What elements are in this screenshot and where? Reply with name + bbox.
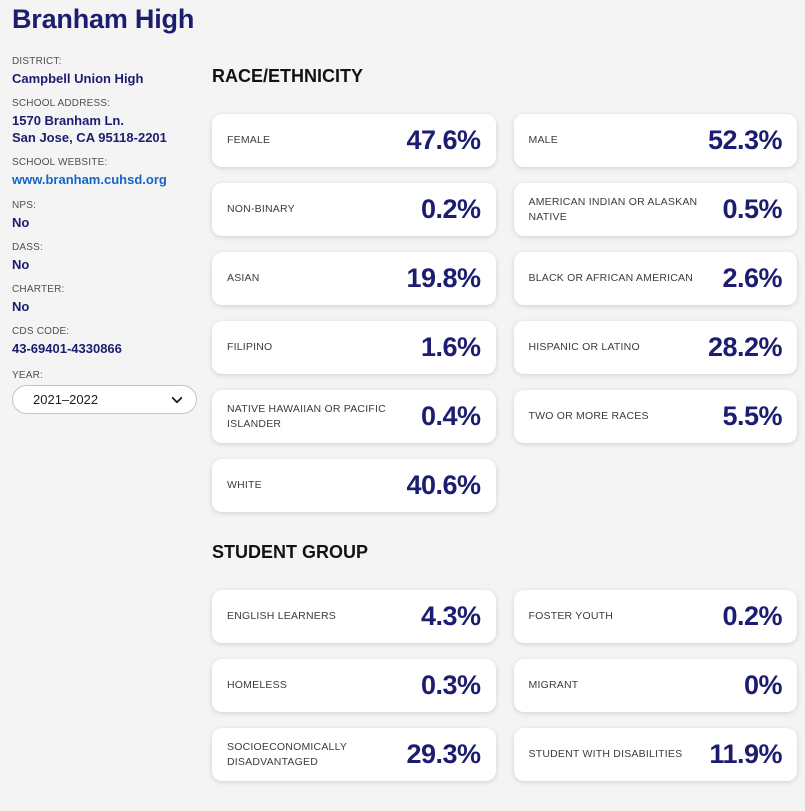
school-website-link[interactable]: www.branham.cuhsd.org (12, 172, 167, 188)
stat-section: STUDENT GROUP ENGLISH LEARNERS 4.3% FOST… (212, 542, 797, 781)
stat-card-value: 19.8% (406, 263, 481, 293)
stat-card-value: 1.6% (420, 332, 481, 362)
year-select-shell: 2021–2022 (12, 385, 197, 415)
year-label: YEAR: (12, 370, 44, 382)
info-field-value: 43-69401-4330866 (12, 341, 122, 357)
stat-card-label: FILIPINO (227, 341, 273, 354)
stat-card: WHITE 40.6% (212, 459, 496, 512)
stat-card-label: FOSTER YOUTH (528, 610, 614, 623)
sidebar: Branham High DISTRICT: Campbell Union Hi… (12, 4, 204, 425)
stat-card-label: HOMELESS (227, 679, 288, 692)
stat-card: SOCIOECONOMICALLY DISADVANTAGED 29.3% (212, 728, 496, 781)
stat-card: HISPANIC OR LATINO 28.2% (513, 321, 797, 374)
main-content: RACE/ETHNICITY FEMALE 47.6% MALE 52.3% N… (212, 66, 797, 811)
stat-card-value: 28.2% (707, 332, 783, 362)
info-field-value: No (12, 214, 30, 230)
stat-card-label: STUDENT WITH DISABILITIES (528, 748, 683, 761)
stat-card: BLACK OR AFRICAN AMERICAN 2.6% (513, 252, 797, 305)
stat-card-value: 11.9% (709, 739, 782, 769)
stat-card: ENGLISH LEARNERS 4.3% (212, 590, 496, 643)
stat-card: FILIPINO 1.6% (212, 321, 496, 374)
info-field: SCHOOL ADDRESS: 1570 Branham Ln. San Jose… (12, 98, 204, 146)
stat-section: RACE/ETHNICITY FEMALE 47.6% MALE 52.3% N… (212, 66, 797, 512)
stat-card: MIGRANT 0% (513, 659, 797, 712)
stat-card-value: 0.3% (420, 670, 481, 700)
stat-card-value: 40.6% (406, 470, 481, 500)
year-field: YEAR: 2021–2022 (12, 370, 204, 415)
stat-card: STUDENT WITH DISABILITIES 11.9% (513, 728, 797, 781)
stat-card: ASIAN 19.8% (212, 252, 496, 305)
stat-card: TWO OR MORE RACES 5.5% (513, 390, 797, 443)
stat-card-label: FEMALE (227, 134, 271, 147)
stat-card: FOSTER YOUTH 0.2% (513, 590, 797, 643)
stat-card: NATIVE HAWAIIAN OR PACIFIC ISLANDER 0.4% (212, 390, 496, 443)
info-field: CHARTER: No (12, 284, 204, 315)
stat-card-label: WHITE (227, 479, 262, 492)
stat-card-value: 0.4% (420, 401, 481, 431)
stat-card-value: 0% (743, 670, 783, 700)
section-title: STUDENT GROUP (212, 542, 369, 562)
stat-card-value: 0.2% (722, 601, 782, 631)
info-field: DISTRICT: Campbell Union High (12, 56, 204, 87)
stat-card-label: ENGLISH LEARNERS (227, 610, 336, 623)
info-field-value: www.branham.cuhsd.org (12, 171, 204, 188)
stat-card-value: 2.6% (722, 263, 782, 293)
info-field-value: Campbell Union High (12, 71, 144, 86)
stat-card-label: MIGRANT (528, 679, 579, 692)
stat-card-label: ASIAN (227, 272, 260, 285)
section-title: RACE/ETHNICITY (212, 66, 364, 86)
info-field-label: NPS: (12, 199, 37, 211)
stat-card-label: BLACK OR AFRICAN AMERICAN (528, 272, 694, 285)
info-field-value: No (12, 298, 30, 314)
info-field: NPS: No (12, 200, 204, 231)
stat-card-value: 0.5% (722, 194, 782, 224)
info-field: SCHOOL WEBSITE: www.branham.cuhsd.org (12, 157, 204, 188)
page-title: Branham High (12, 4, 195, 34)
info-field-label: CHARTER: (12, 283, 65, 295)
stat-card-label: AMERICAN INDIAN OR ALASKAN NATIVE (528, 196, 698, 223)
stat-card: HOMELESS 0.3% (212, 659, 496, 712)
stat-card-label: TWO OR MORE RACES (528, 410, 649, 423)
stat-card: NON-BINARY 0.2% (212, 183, 496, 236)
info-field-label: CDS CODE: (12, 326, 70, 338)
stat-card: MALE 52.3% (513, 114, 797, 167)
sidebar-fields: DISTRICT: Campbell Union High SCHOOL ADD… (12, 56, 204, 357)
stat-card-value: 0.2% (420, 194, 481, 224)
stat-card-value: 5.5% (722, 401, 782, 431)
info-field: DASS: No (12, 242, 204, 273)
stat-card-label: NATIVE HAWAIIAN OR PACIFIC ISLANDER (227, 403, 386, 430)
info-field-label: SCHOOL ADDRESS: (12, 98, 111, 110)
stat-card-value: 4.3% (420, 601, 481, 631)
info-field-label: SCHOOL WEBSITE: (12, 157, 108, 169)
stat-card-value: 52.3% (707, 125, 783, 155)
stat-card-value: 47.6% (406, 125, 481, 155)
stat-card-label: HISPANIC OR LATINO (528, 341, 640, 354)
stat-card-label: NON-BINARY (227, 203, 295, 216)
info-field: CDS CODE: 43-69401-4330866 (12, 326, 204, 357)
year-select[interactable]: 2021–2022 (12, 385, 197, 415)
info-field-value: 1570 Branham Ln. San Jose, CA 95118-2201 (12, 113, 167, 146)
card-grid: FEMALE 47.6% MALE 52.3% NON-BINARY 0.2% … (212, 114, 797, 512)
stat-card: FEMALE 47.6% (212, 114, 496, 167)
stat-card-value: 29.3% (406, 739, 481, 769)
stat-card-label: MALE (528, 134, 558, 147)
info-field-label: DASS: (12, 241, 44, 253)
stat-card: AMERICAN INDIAN OR ALASKAN NATIVE 0.5% (513, 183, 797, 236)
info-field-label: DISTRICT: (12, 56, 62, 67)
stat-card-label: SOCIOECONOMICALLY DISADVANTAGED (227, 741, 347, 768)
card-grid: ENGLISH LEARNERS 4.3% FOSTER YOUTH 0.2% … (212, 590, 797, 781)
info-field-value: No (12, 256, 30, 272)
